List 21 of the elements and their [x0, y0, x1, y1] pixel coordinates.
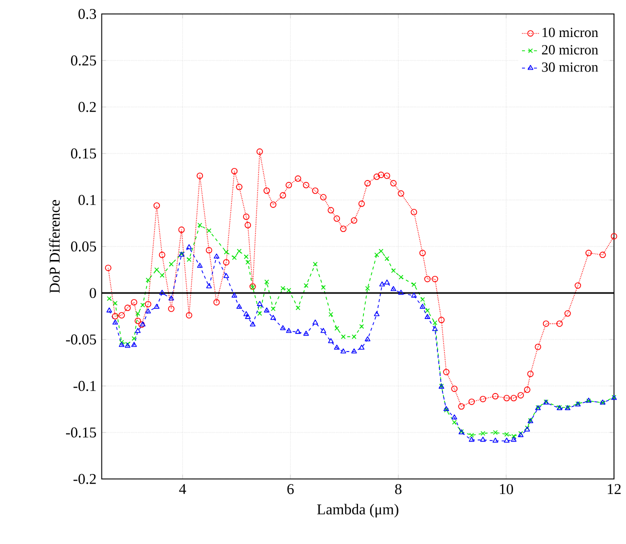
- y-tick-label: 0: [90, 288, 96, 298]
- y-tick-label: 0.05: [71, 241, 96, 252]
- x-tick-label: 4: [179, 484, 186, 494]
- y-tick-label: -0.05: [66, 334, 96, 345]
- x-tick-label: 6: [287, 484, 294, 494]
- legend-label: 10 micron: [542, 28, 598, 38]
- y-axis-title: DoP Difference: [49, 200, 60, 294]
- y-tick-label: 0.1: [78, 194, 96, 206]
- y-tick-label: -0.1: [74, 380, 96, 392]
- y-tick-label: 0.3: [78, 8, 96, 20]
- legend-label: 30 micron: [542, 62, 598, 72]
- y-tick-label: 0.15: [71, 148, 96, 159]
- x-tick-label: 12: [608, 484, 621, 494]
- y-tick-label: 0.2: [78, 102, 96, 112]
- y-tick-label: 0.25: [71, 55, 96, 66]
- x-tick-label: 10: [500, 484, 514, 494]
- x-axis-title: Lambda (μm): [317, 504, 398, 518]
- x-tick-label: 8: [395, 484, 402, 494]
- y-tick-label: -0.2: [74, 474, 96, 484]
- y-tick-label: -0.15: [66, 427, 96, 438]
- legend-label: 20 micron: [542, 45, 598, 54]
